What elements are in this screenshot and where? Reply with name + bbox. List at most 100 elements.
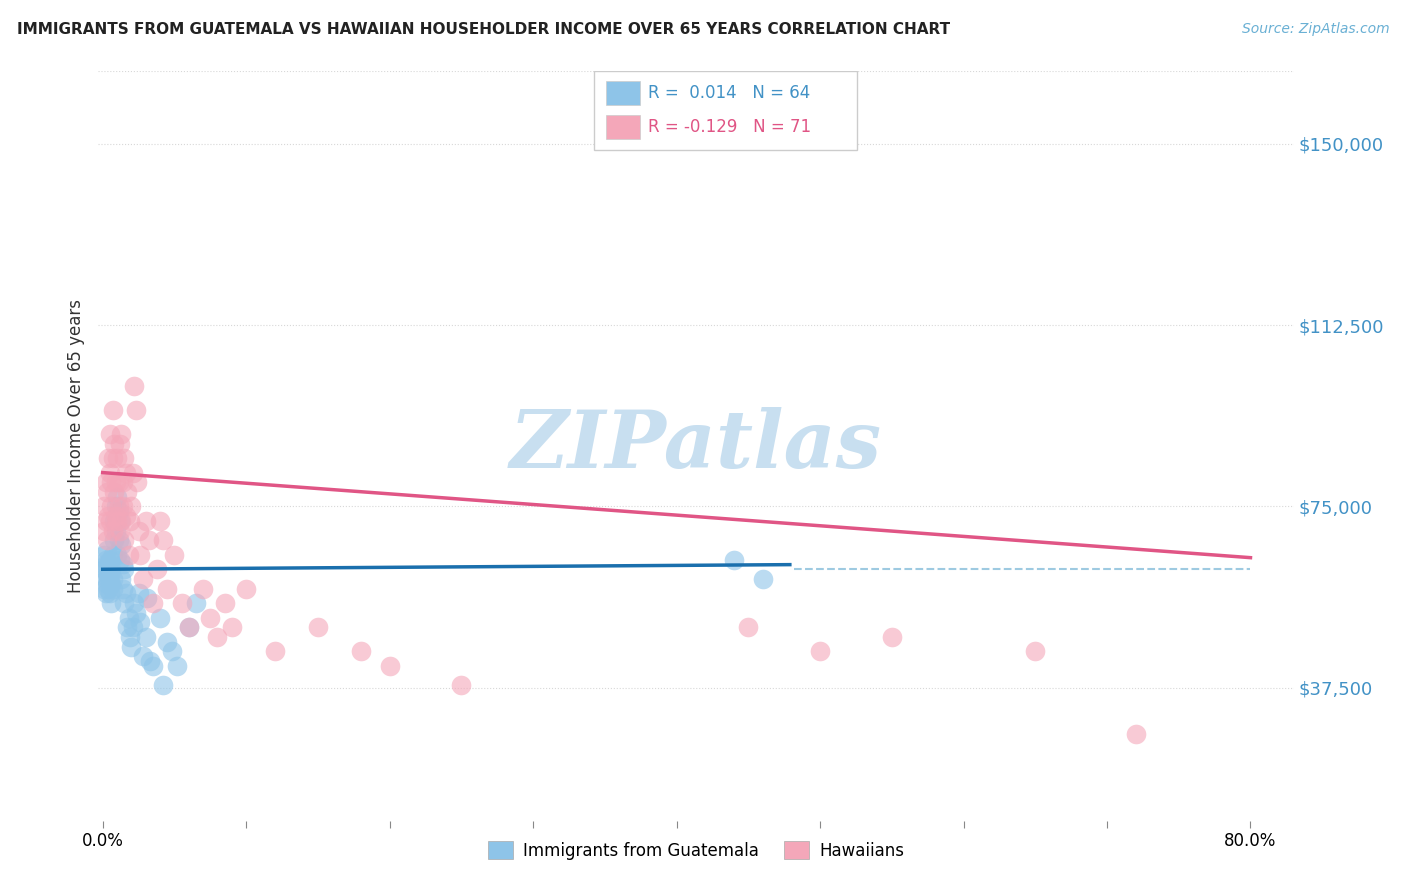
Point [120,500,142,514]
Point [156,634,179,648]
Point [108,524,131,538]
Point [1024,644,1046,658]
Point [107,533,129,548]
Point [100,475,122,490]
Legend: Immigrants from Guatemala, Hawaiians: Immigrants from Guatemala, Hawaiians [481,835,911,866]
Point [135,514,157,528]
Point [156,582,179,596]
Point [121,620,143,634]
Point [96,484,118,499]
Point [96,543,118,558]
Point [737,620,759,634]
Point [100,576,122,591]
Point [808,644,831,658]
Point [97,509,120,524]
Point [221,620,243,634]
Point [166,659,188,673]
Point [94,475,117,490]
Point [200,610,222,624]
Point [149,514,172,528]
Point [105,451,128,466]
Point [93,582,115,596]
Point [152,533,174,548]
Point [118,514,141,528]
Point [98,572,121,586]
Point [107,475,129,490]
Point [191,582,214,596]
Point [105,548,128,562]
Point [177,620,200,634]
Point [93,562,115,576]
Point [103,484,125,499]
Point [125,606,148,620]
Point [117,548,139,562]
Point [98,466,121,480]
Point [136,591,159,606]
Point [111,582,134,596]
Point [112,596,135,610]
Point [110,572,132,586]
Point [104,524,127,538]
Point [94,586,117,600]
Point [111,558,134,572]
Point [129,548,152,562]
Point [111,475,134,490]
Point [139,654,162,668]
Point [101,451,124,466]
Point [94,572,117,586]
Point [104,475,127,490]
Point [97,558,120,572]
Point [128,524,150,538]
Text: Source: ZipAtlas.com: Source: ZipAtlas.com [1241,22,1389,37]
Point [127,475,149,490]
Point [149,610,172,624]
Point [98,567,121,582]
Point [97,451,120,466]
Point [264,644,287,658]
Point [96,533,118,548]
Point [160,644,183,658]
Point [214,596,236,610]
Point [110,538,132,552]
Point [112,451,135,466]
Point [128,586,150,600]
Point [121,466,143,480]
Point [751,572,773,586]
Text: IMMIGRANTS FROM GUATEMALA VS HAWAIIAN HOUSEHOLDER INCOME OVER 65 YEARS CORRELATI: IMMIGRANTS FROM GUATEMALA VS HAWAIIAN HO… [17,22,950,37]
Point [105,490,128,504]
Point [177,620,200,634]
Point [96,567,118,582]
Point [132,572,155,586]
Point [120,640,142,654]
Point [108,552,131,566]
Point [93,548,115,562]
Point [101,582,124,596]
Point [105,514,128,528]
Point [103,436,125,450]
Point [1125,726,1147,740]
Point [101,572,124,586]
Point [96,576,118,591]
Point [125,402,148,417]
Point [132,649,155,664]
Point [124,378,146,392]
Point [98,552,121,566]
Point [138,533,160,548]
Point [129,615,152,630]
Text: R = -0.129   N = 71: R = -0.129 N = 71 [648,118,811,136]
Text: R =  0.014   N = 64: R = 0.014 N = 64 [648,84,810,102]
FancyBboxPatch shape [606,115,640,139]
Point [115,484,138,499]
Point [111,500,134,514]
Point [100,596,122,610]
Y-axis label: Householder Income Over 65 years: Householder Income Over 65 years [66,299,84,593]
Point [94,514,117,528]
Point [117,610,139,624]
Point [124,596,146,610]
Point [98,586,121,600]
Point [110,514,132,528]
Point [103,533,125,548]
Point [350,644,373,658]
Text: ZIPatlas: ZIPatlas [510,408,882,484]
Point [112,533,135,548]
